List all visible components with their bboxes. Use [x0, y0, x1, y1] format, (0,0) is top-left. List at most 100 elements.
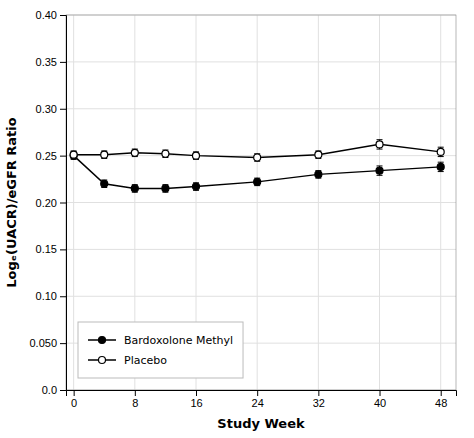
x-tick-mark: [380, 390, 381, 396]
legend-item: Bardoxolone Methyl: [88, 334, 233, 347]
y-tick: 0.40: [36, 9, 66, 21]
y-domain: [60, 16, 67, 391]
x-tick-mark: [257, 390, 258, 396]
y-tick-label: 0.0: [42, 384, 57, 396]
y-tick-mark: [60, 156, 66, 157]
legend: Bardoxolone Methyl Placebo: [78, 322, 243, 378]
grid-line: [66, 108, 456, 109]
y-tick-mark: [60, 296, 66, 297]
x-tick-mark: [74, 390, 75, 396]
y-tick-label: 0.050: [29, 337, 57, 349]
x-tick: 16: [190, 390, 202, 409]
error-bar: [101, 180, 107, 188]
grid: [66, 15, 456, 390]
x-tick: 48: [435, 390, 447, 409]
y-tick-label: 0.10: [36, 290, 57, 302]
legend-label: Bardoxolone Methyl: [124, 334, 233, 347]
error-bar: [377, 166, 383, 175]
x-tick-label: 16: [190, 397, 202, 409]
x-tick-label: 40: [374, 397, 386, 409]
y-tick-label: 0.30: [36, 103, 57, 115]
point: [70, 151, 77, 158]
y-tick-label: 0.25: [36, 150, 57, 162]
y-tick-label: 0.35: [36, 56, 57, 68]
plot: 0 8 16 24 32 40 48 0.0 0.050 0.10 0.15 0.20 0.25 0.30…: [29, 9, 456, 409]
error-bar: [162, 185, 168, 193]
error-bar: [254, 154, 260, 162]
x-tick-label: 0: [71, 397, 77, 409]
point: [131, 185, 138, 192]
y-tick: 0.050: [29, 337, 66, 349]
x-axis-title: Study Week: [217, 416, 305, 431]
x-tick-label: 8: [132, 397, 138, 409]
error-bar: [162, 150, 168, 158]
y-tick: 0.15: [36, 243, 66, 255]
grid-line: [66, 61, 456, 62]
error-bar: [315, 171, 321, 179]
y-tick: 0.20: [36, 197, 66, 209]
series: [70, 140, 444, 162]
grid-line: [66, 155, 456, 156]
y-axis: 0.0 0.050 0.10 0.15 0.20 0.25 0.30 0.35 0.40: [29, 9, 66, 396]
error-bar: [438, 162, 444, 171]
point: [101, 151, 108, 158]
error-bar: [132, 185, 138, 193]
point: [437, 163, 444, 170]
point: [315, 151, 322, 158]
x-tick-mark: [441, 390, 442, 396]
x-tick: 24: [252, 390, 264, 409]
y-tick: 0.25: [36, 150, 66, 162]
marks: [70, 140, 444, 193]
error-bar: [71, 151, 77, 159]
y-tick: 0.10: [36, 290, 66, 302]
error-bar: [193, 152, 199, 160]
x-tick-mark: [135, 390, 136, 396]
y-tick-mark: [60, 62, 66, 63]
x-tick-mark: [318, 390, 319, 396]
error-bar: [377, 140, 383, 149]
error-bar: [101, 151, 107, 159]
point: [101, 180, 108, 187]
y-tick-mark: [60, 15, 66, 16]
x-tick: 40: [374, 390, 386, 409]
point: [376, 167, 383, 174]
x-tick: 0: [71, 390, 77, 409]
x-tick: 32: [313, 390, 325, 409]
error-bar: [315, 151, 321, 159]
x-tick-label: 24: [252, 397, 264, 409]
x-tick-mark: [196, 390, 197, 396]
error-bar: [254, 178, 260, 186]
point: [193, 152, 200, 159]
point: [131, 149, 138, 156]
y-tick-label: 0.15: [36, 243, 57, 255]
y-tick-mark: [60, 203, 66, 204]
y-tick-label: 0.40: [36, 9, 57, 21]
x-tick: 8: [132, 390, 138, 409]
error-bar: [193, 183, 199, 191]
grid-line: [66, 202, 456, 203]
point: [193, 183, 200, 190]
x-domain: [67, 391, 457, 397]
legend-swatch-marker: [99, 357, 106, 364]
point: [315, 171, 322, 178]
grid-line: [66, 249, 456, 250]
y-tick: 0.0: [42, 384, 66, 396]
y-axis-title: Logₑ(UACR)/eGFR Ratio: [4, 117, 19, 288]
y-tick-label: 0.20: [36, 197, 57, 209]
error-bar: [71, 152, 77, 160]
y-tick-mark: [60, 109, 66, 110]
x-tick-label: 32: [313, 397, 325, 409]
legend-box: [78, 322, 243, 378]
legend-item: Placebo: [88, 354, 167, 367]
series: [70, 152, 444, 192]
error-bar: [132, 149, 138, 157]
y-tick-mark: [60, 249, 66, 250]
y-tick: 0.35: [36, 56, 66, 68]
y-tick: 0.30: [36, 103, 66, 115]
legend-swatch-marker: [99, 337, 106, 344]
point: [162, 150, 169, 157]
error-bar: [438, 147, 444, 156]
chart: 0 8 16 24 32 40 48 0.0 0.050 0.10 0.15 0.20 0.25 0.30…: [0, 0, 474, 438]
grid-line: [66, 296, 456, 297]
point: [254, 178, 261, 185]
